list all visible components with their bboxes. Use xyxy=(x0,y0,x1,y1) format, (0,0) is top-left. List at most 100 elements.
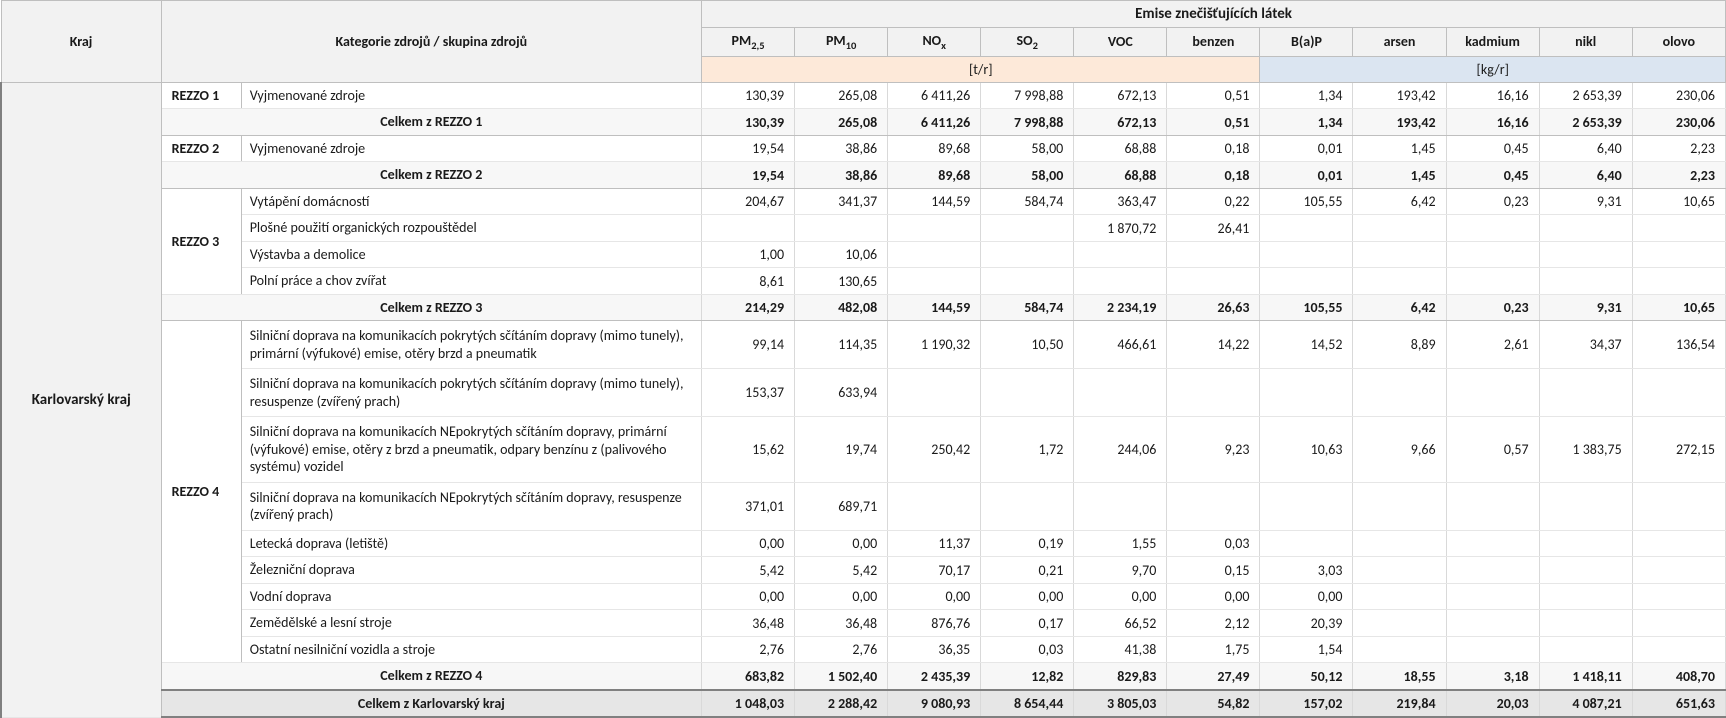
value-cell xyxy=(1353,482,1446,530)
value-cell: 3,03 xyxy=(1260,557,1353,584)
subtotal-label: Celkem z REZZO 4 xyxy=(161,663,701,690)
subtotal-value: 68,88 xyxy=(1074,162,1167,189)
subtotal-value: 0,51 xyxy=(1167,109,1260,136)
category-cell: Silniční doprava na komunikacích NEpokry… xyxy=(241,482,701,530)
value-cell xyxy=(1353,268,1446,295)
header-pollutant-olovo: olovo xyxy=(1632,28,1725,57)
value-cell: 11,37 xyxy=(888,530,981,557)
subtotal-value: 1,34 xyxy=(1260,109,1353,136)
category-cell: Vyjmenované zdroje xyxy=(241,135,701,162)
subtotal-row-rezzo1: Celkem z REZZO 1130,39265,086 411,267 99… xyxy=(1,109,1726,136)
value-cell: 8,89 xyxy=(1353,321,1446,369)
value-cell xyxy=(1353,215,1446,242)
data-row: Letecká doprava (letiště)0,000,0011,370,… xyxy=(1,530,1726,557)
value-cell: 66,52 xyxy=(1074,610,1167,637)
value-cell: 10,63 xyxy=(1260,417,1353,483)
value-cell: 16,16 xyxy=(1446,82,1539,109)
value-cell xyxy=(888,369,981,417)
value-cell xyxy=(981,215,1074,242)
subtotal-label: Celkem z REZZO 1 xyxy=(161,109,701,136)
value-cell xyxy=(1539,482,1632,530)
grandtotal-row: Celkem z Karlovarský kraj1 048,032 288,4… xyxy=(1,690,1726,718)
value-cell: 1,55 xyxy=(1074,530,1167,557)
value-cell: 272,15 xyxy=(1632,417,1725,483)
data-row: Výstavba a demolice1,0010,06 xyxy=(1,241,1726,268)
value-cell: 689,71 xyxy=(795,482,888,530)
header-pollutant-kadmium: kadmium xyxy=(1446,28,1539,57)
value-cell xyxy=(981,268,1074,295)
value-cell: 0,00 xyxy=(702,583,795,610)
group-cell-rezzo1: REZZO 1 xyxy=(161,82,241,109)
subtotal-value: 408,70 xyxy=(1632,663,1725,690)
value-cell xyxy=(1539,215,1632,242)
subtotal-value: 12,82 xyxy=(981,663,1074,690)
value-cell: 2,76 xyxy=(702,636,795,663)
header-unit-kgr: [kg/r] xyxy=(1260,56,1726,82)
value-cell: 876,76 xyxy=(888,610,981,637)
value-cell: 2,61 xyxy=(1446,321,1539,369)
subtotal-value: 6 411,26 xyxy=(888,109,981,136)
value-cell: 1,00 xyxy=(702,241,795,268)
subtotal-value: 2,23 xyxy=(1632,162,1725,189)
value-cell xyxy=(1446,268,1539,295)
value-cell: 0,00 xyxy=(795,583,888,610)
subtotal-value: 50,12 xyxy=(1260,663,1353,690)
value-cell: 70,17 xyxy=(888,557,981,584)
value-cell xyxy=(981,482,1074,530)
subtotal-value: 58,00 xyxy=(981,162,1074,189)
value-cell: 6,40 xyxy=(1539,135,1632,162)
value-cell xyxy=(1446,241,1539,268)
value-cell xyxy=(1260,268,1353,295)
subtotal-value: 6,40 xyxy=(1539,162,1632,189)
value-cell: 0,00 xyxy=(888,583,981,610)
header-pollutant-nox: NOx xyxy=(888,28,981,57)
value-cell xyxy=(1632,241,1725,268)
header-category: Kategorie zdrojů / skupina zdrojů xyxy=(161,1,701,83)
value-cell: 38,86 xyxy=(795,135,888,162)
value-cell xyxy=(1260,530,1353,557)
value-cell: 633,94 xyxy=(795,369,888,417)
value-cell: 14,22 xyxy=(1167,321,1260,369)
header-pollutant-nikl: nikl xyxy=(1539,28,1632,57)
subtotal-value: 1 418,11 xyxy=(1539,663,1632,690)
value-cell: 0,00 xyxy=(702,530,795,557)
value-cell: 1,34 xyxy=(1260,82,1353,109)
value-cell xyxy=(1632,557,1725,584)
grandtotal-value: 1 048,03 xyxy=(702,690,795,718)
value-cell xyxy=(981,241,1074,268)
subtotal-value: 193,42 xyxy=(1353,109,1446,136)
value-cell xyxy=(1539,610,1632,637)
group-cell-rezzo3: REZZO 3 xyxy=(161,188,241,294)
grandtotal-value: 8 654,44 xyxy=(981,690,1074,718)
subtotal-row-rezzo2: Celkem z REZZO 219,5438,8689,6858,0068,8… xyxy=(1,162,1726,189)
value-cell xyxy=(1353,241,1446,268)
data-row: Ostatní nesilniční vozidla a stroje2,762… xyxy=(1,636,1726,663)
value-cell: 2,76 xyxy=(795,636,888,663)
value-cell: 15,62 xyxy=(702,417,795,483)
value-cell: 10,06 xyxy=(795,241,888,268)
value-cell: 1 190,32 xyxy=(888,321,981,369)
category-cell: Železniční doprava xyxy=(241,557,701,584)
value-cell: 5,42 xyxy=(702,557,795,584)
data-row: Silniční doprava na komunikacích pokrytý… xyxy=(1,369,1726,417)
subtotal-value: 0,18 xyxy=(1167,162,1260,189)
value-cell: 6,42 xyxy=(1353,188,1446,215)
value-cell: 0,00 xyxy=(981,583,1074,610)
subtotal-value: 19,54 xyxy=(702,162,795,189)
value-cell xyxy=(1539,557,1632,584)
grandtotal-value: 9 080,93 xyxy=(888,690,981,718)
value-cell xyxy=(1353,557,1446,584)
value-cell xyxy=(795,215,888,242)
value-cell xyxy=(1446,215,1539,242)
value-cell: 5,42 xyxy=(795,557,888,584)
emissions-table: Kraj Kategorie zdrojů / skupina zdrojů E… xyxy=(0,0,1726,718)
header-pollutant-bap: B(a)P xyxy=(1260,28,1353,57)
value-cell xyxy=(1074,369,1167,417)
category-cell: Ostatní nesilniční vozidla a stroje xyxy=(241,636,701,663)
value-cell xyxy=(1446,557,1539,584)
grandtotal-value: 54,82 xyxy=(1167,690,1260,718)
subtotal-value: 16,16 xyxy=(1446,109,1539,136)
subtotal-value: 265,08 xyxy=(795,109,888,136)
value-cell xyxy=(1446,583,1539,610)
table-body: Karlovarský krajREZZO 1Vyjmenované zdroj… xyxy=(1,82,1726,717)
